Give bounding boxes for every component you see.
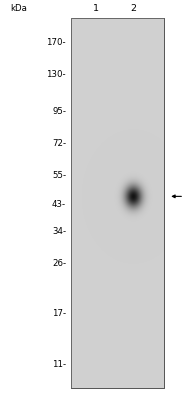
Text: 170-: 170-	[46, 38, 66, 47]
Bar	[71, 18, 164, 388]
Text: 1: 1	[93, 4, 99, 13]
Text: 55-: 55-	[52, 171, 66, 180]
Bar	[71, 18, 164, 388]
Text: 26-: 26-	[52, 259, 66, 268]
Text: 11-: 11-	[52, 360, 66, 369]
Text: 95-: 95-	[52, 107, 66, 116]
Text: kDa: kDa	[10, 4, 27, 13]
Text: 34-: 34-	[52, 227, 66, 236]
Text: 43-: 43-	[52, 200, 66, 209]
Text: 17-: 17-	[52, 309, 66, 318]
Text: 2: 2	[130, 4, 136, 13]
Text: 130-: 130-	[46, 70, 66, 79]
Text: 72-: 72-	[52, 139, 66, 148]
